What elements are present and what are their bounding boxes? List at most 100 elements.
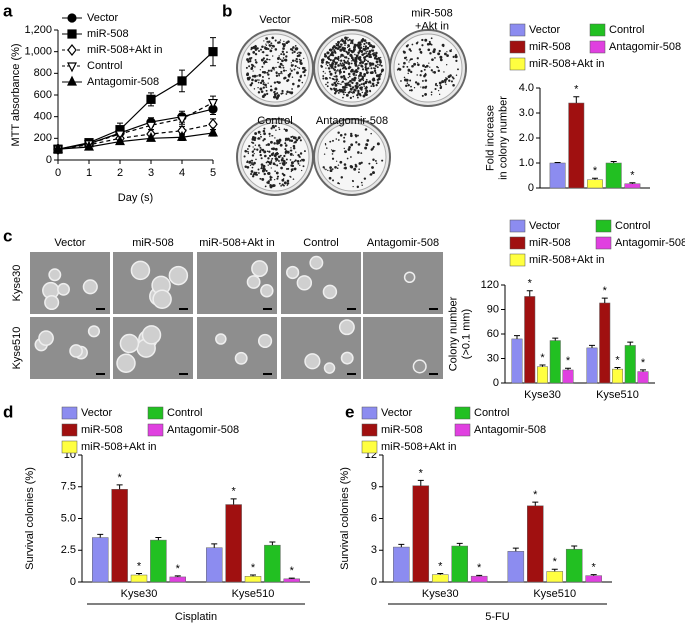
colony	[271, 124, 275, 128]
colony	[358, 171, 360, 174]
colony	[343, 88, 346, 92]
colony	[347, 39, 349, 42]
colony	[353, 72, 356, 75]
colony	[323, 168, 326, 170]
colony	[252, 50, 256, 54]
colony	[358, 47, 360, 49]
colony	[335, 75, 338, 78]
colony	[407, 72, 409, 75]
x-tick-label: 1	[86, 167, 92, 179]
significance: *	[419, 467, 424, 479]
colony	[293, 167, 297, 171]
colony	[280, 63, 283, 66]
colony	[335, 138, 338, 140]
colony	[446, 64, 448, 66]
colony	[327, 67, 330, 70]
colony	[263, 93, 267, 97]
colony	[368, 162, 371, 165]
colony	[254, 144, 257, 146]
colony	[278, 74, 280, 77]
colony	[360, 50, 363, 52]
colony	[284, 142, 287, 145]
colony	[376, 81, 380, 84]
colony	[413, 62, 417, 66]
colony	[262, 167, 265, 170]
colony	[353, 74, 355, 76]
colony	[271, 36, 275, 40]
column-label: miR-508	[132, 237, 174, 249]
colony	[251, 150, 254, 153]
colony	[301, 81, 304, 84]
y-tick-label: 9	[371, 481, 377, 493]
colony	[272, 135, 274, 137]
y-tick-label: 1,200	[24, 24, 52, 36]
cell-colony	[412, 359, 427, 374]
error-bar	[532, 501, 539, 506]
colony	[334, 150, 336, 152]
bar	[568, 102, 585, 189]
colony	[359, 61, 362, 65]
colony	[297, 66, 299, 69]
colony	[265, 37, 269, 40]
marker	[84, 140, 94, 151]
colony	[325, 83, 327, 86]
colony	[407, 84, 410, 87]
legend-swatch	[589, 23, 606, 37]
colony	[328, 57, 330, 59]
colony	[329, 53, 333, 57]
colony	[269, 175, 272, 178]
colony	[261, 45, 264, 49]
colony	[294, 45, 297, 47]
colony	[368, 55, 371, 57]
legend-swatch	[509, 253, 526, 267]
legend-swatch	[147, 406, 164, 420]
colony	[340, 59, 343, 62]
series-line	[57, 108, 214, 150]
colony	[341, 48, 345, 52]
bar	[546, 571, 564, 583]
colony	[275, 71, 278, 74]
colony	[271, 157, 274, 160]
colony	[344, 133, 347, 136]
colony	[287, 167, 290, 170]
colony	[259, 133, 262, 136]
colony	[292, 154, 294, 156]
colony	[420, 86, 422, 88]
colony	[363, 94, 366, 97]
colony	[259, 150, 262, 154]
bar	[586, 347, 598, 384]
colony	[288, 75, 291, 78]
colony	[334, 72, 337, 75]
colony	[396, 68, 399, 71]
bar	[549, 162, 566, 189]
marker	[115, 130, 125, 141]
colony	[250, 170, 254, 173]
colony	[303, 57, 305, 60]
colony	[418, 48, 422, 51]
colony	[357, 67, 360, 70]
colony	[349, 79, 352, 83]
bar	[225, 504, 242, 583]
colony	[259, 177, 262, 180]
y-tick-label: 7.5	[61, 481, 76, 493]
colony	[337, 64, 340, 67]
colony	[344, 56, 348, 59]
colony	[354, 134, 357, 137]
colony	[340, 38, 344, 42]
colony	[276, 57, 280, 60]
legend-label: miR-508	[529, 41, 571, 53]
colony	[331, 168, 334, 170]
colony	[340, 64, 343, 67]
bar	[587, 179, 603, 189]
colony	[274, 87, 278, 91]
colony	[344, 166, 348, 170]
plate-label: Vector	[259, 14, 291, 26]
colony	[365, 52, 368, 54]
colony	[249, 164, 252, 167]
series-line	[57, 102, 214, 150]
colony	[290, 135, 293, 139]
colony	[329, 58, 332, 62]
colony	[283, 184, 285, 187]
y-tick-label: 400	[34, 111, 52, 123]
colony	[347, 36, 349, 39]
